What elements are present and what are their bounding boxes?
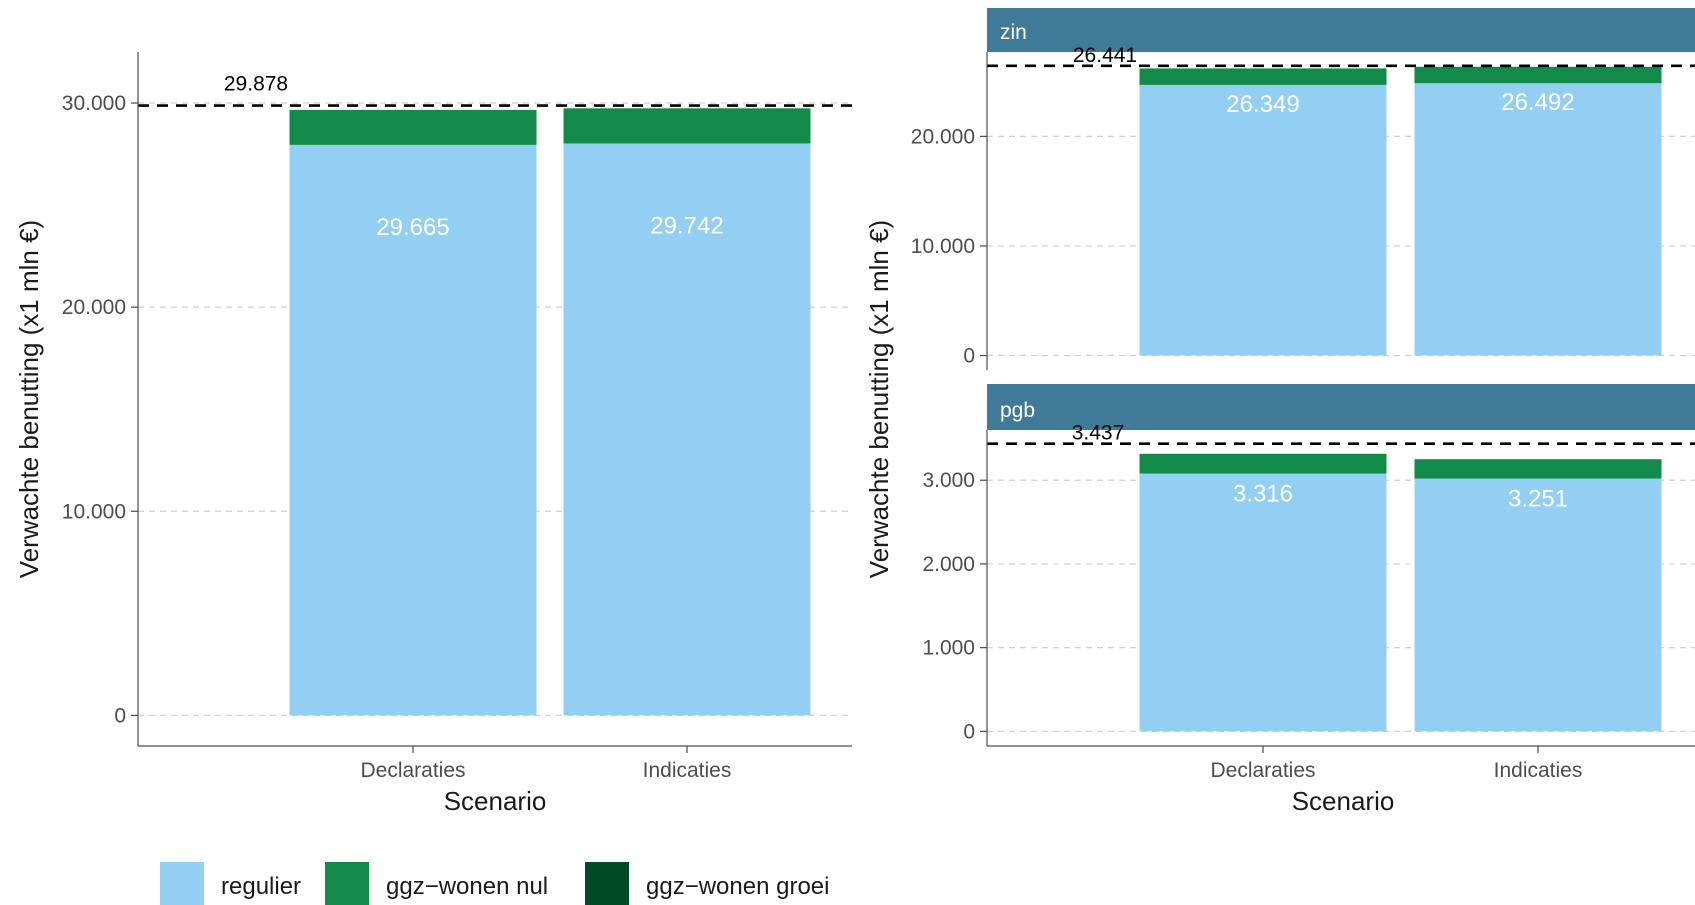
- zin-bar-label-declaraties: 26.349: [1226, 91, 1299, 118]
- zin-y-tick-label: 20.000: [911, 125, 975, 148]
- right-x-axis-title: Scenario: [1292, 786, 1395, 816]
- left-panel: 29.665 29.742 29.878 010.00020.00030.000 …: [14, 52, 852, 816]
- pgb-reference-label: 3.437: [1072, 422, 1125, 445]
- facet-strip-pgb: [987, 384, 1695, 430]
- pgb-y-ticks: 0 1.000 2.000 3.000: [922, 469, 987, 743]
- zin-y-tick-label: 10.000: [911, 235, 975, 258]
- zin-bar-declaraties-ggz-wonen-nul: [1139, 68, 1387, 85]
- zin-y-ticks: 0 10.000 20.000: [911, 125, 987, 368]
- left-x-tick-label-declaraties: Declaraties: [360, 759, 465, 782]
- pgb-bar-label-indicaties: 3.251: [1508, 486, 1568, 513]
- right-x-tick-label-indicaties: Indicaties: [1494, 759, 1583, 782]
- zin-bar-declaraties-regulier: [1139, 84, 1387, 356]
- pgb-y-tick-label: 3.000: [922, 469, 975, 492]
- pgb-bar-indicaties-ggz-wonen-nul: [1414, 459, 1662, 479]
- left-y-ticks: 0 10.000 20.000 30.000: [62, 92, 138, 727]
- zin-bar-indicaties-regulier: [1414, 83, 1662, 356]
- zin-reference-label: 26.441: [1073, 44, 1137, 67]
- legend-swatch-regulier: [160, 862, 204, 905]
- zin-y-tick-label: 0: [963, 345, 975, 368]
- left-y-tick-label: 10.000: [62, 500, 126, 523]
- facet-strip-label-pgb: pgb: [1000, 399, 1035, 422]
- left-y-tick-label: 0: [114, 704, 126, 727]
- zin-bar-indicaties-ggz-wonen-nul: [1414, 66, 1662, 84]
- left-reference-line: 29.878: [138, 73, 852, 107]
- zin-bar-label-indicaties: 26.492: [1501, 89, 1574, 116]
- left-y-axis-title: Verwachte benutting (x1 mln €): [14, 220, 44, 578]
- left-x-axis-title: Scenario: [444, 786, 547, 816]
- left-x-tick-label-indicaties: Indicaties: [643, 759, 732, 782]
- legend-swatch-ggz-wonen-nul: [325, 862, 369, 905]
- zin-bars: 26.349 26.492: [1139, 66, 1662, 356]
- left-bar-indicaties-ggz-wonen-nul: [563, 108, 811, 144]
- pgb-bar-label-declaraties: 3.316: [1233, 481, 1293, 508]
- pgb-y-tick-label: 0: [963, 720, 975, 743]
- pgb-y-tick-label: 2.000: [922, 553, 975, 576]
- left-y-tick-label: 20.000: [62, 296, 126, 319]
- right-y-axis-title: Verwachte benutting (x1 mln €): [864, 220, 894, 578]
- legend-label-ggz-wonen-nul: ggz−wonen nul: [386, 873, 548, 900]
- pgb-bar-declaraties-regulier: [1139, 473, 1387, 732]
- left-bar-declaraties-regulier: [289, 144, 537, 716]
- facet-strip-zin: [987, 8, 1695, 52]
- pgb-bars: 3.316 3.251: [1139, 453, 1662, 732]
- left-y-tick-label: 30.000: [62, 92, 126, 115]
- legend-label-ggz-wonen-groei: ggz−wonen groei: [646, 873, 829, 900]
- legend-swatch-ggz-wonen-groei: [585, 862, 629, 905]
- pgb-bar-declaraties-ggz-wonen-nul: [1139, 453, 1387, 474]
- pgb-y-tick-label: 1.000: [922, 637, 975, 660]
- left-bar-indicaties-regulier: [563, 143, 811, 716]
- left-bar-label-declaraties: 29.665: [376, 214, 449, 241]
- left-x-ticks: Declaraties Indicaties: [360, 746, 731, 782]
- right-x-ticks: Declaraties Indicaties: [1210, 746, 1582, 782]
- right-panel: zin 26.349 26.492 26.441 0 10.000 20.000 pg…: [864, 8, 1695, 816]
- legend: regulier ggz−wonen nul ggz−wonen groei: [160, 862, 829, 905]
- pgb-bar-indicaties-regulier: [1414, 478, 1662, 732]
- left-bars: 29.665 29.742: [289, 108, 811, 716]
- zin-reference-line: 26.441: [987, 44, 1695, 68]
- pgb-reference-line: 3.437: [987, 422, 1695, 445]
- right-x-tick-label-declaraties: Declaraties: [1210, 759, 1315, 782]
- legend-label-regulier: regulier: [221, 873, 301, 900]
- left-bar-declaraties-ggz-wonen-nul: [289, 109, 537, 145]
- facet-strip-label-zin: zin: [1000, 21, 1027, 44]
- left-reference-label: 29.878: [224, 73, 288, 96]
- left-bar-label-indicaties: 29.742: [650, 212, 723, 239]
